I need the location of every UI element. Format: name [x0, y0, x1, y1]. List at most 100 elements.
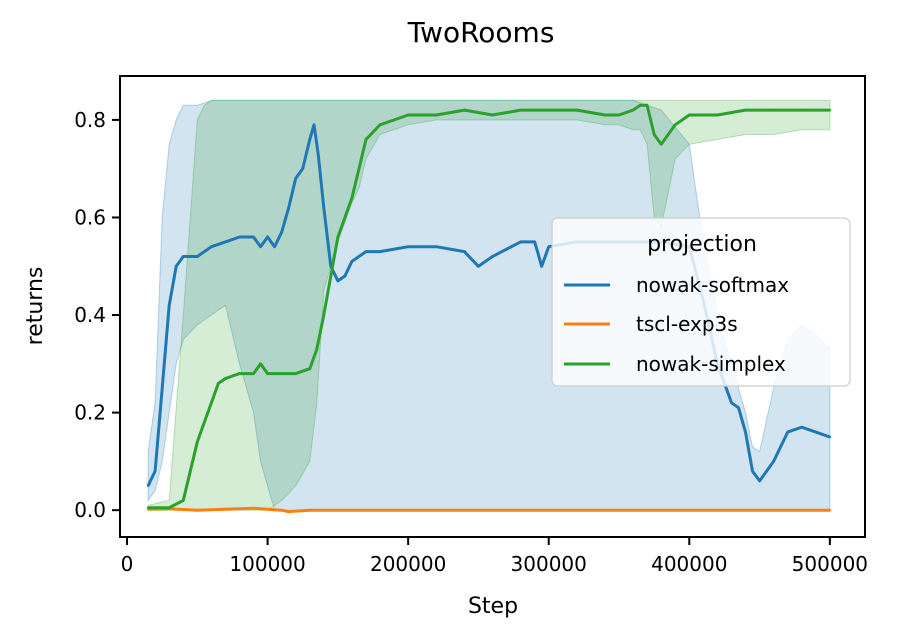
point-nowak-softmax: [814, 430, 817, 434]
point-nowak-softmax: [146, 484, 150, 487]
point-nowak-simplex: [329, 274, 332, 278]
point-nowak-softmax: [336, 279, 340, 283]
point-nowak-simplex: [645, 104, 649, 107]
band-nowak-simplex: [147, 99, 831, 511]
point-tscl-exp3s: [407, 509, 410, 512]
point-nowak-simplex: [575, 108, 578, 112]
y-axis-label: returns: [23, 267, 48, 346]
legend-label-nowak-softmax: nowak-softmax: [636, 273, 789, 297]
point-nowak-softmax: [435, 245, 438, 248]
legend: projection nowak-softmax tscl-exp3s nowa…: [551, 217, 851, 387]
point-nowak-softmax: [477, 265, 480, 268]
point-nowak-simplex: [631, 108, 635, 112]
point-nowak-simplex: [617, 113, 621, 117]
x-tick-label: 0: [121, 552, 134, 576]
point-nowak-simplex: [435, 113, 438, 117]
point-nowak-simplex: [322, 313, 325, 317]
point-nowak-softmax: [175, 265, 178, 268]
point-nowak-softmax: [547, 245, 550, 248]
point-nowak-softmax: [308, 138, 311, 141]
y-tick-label: 0.2: [74, 401, 106, 425]
point-nowak-simplex: [210, 401, 213, 404]
point-nowak-softmax: [301, 167, 304, 170]
point-tscl-exp3s: [294, 509, 297, 513]
point-nowak-softmax: [182, 255, 185, 258]
point-nowak-softmax: [533, 240, 536, 244]
point-nowak-softmax: [161, 387, 164, 390]
point-tscl-exp3s: [336, 509, 340, 512]
point-nowak-softmax: [224, 240, 227, 244]
x-tick-label: 300000: [511, 552, 587, 576]
point-nowak-softmax: [730, 401, 733, 404]
point-nowak-softmax: [491, 255, 494, 258]
point-tscl-exp3s: [196, 509, 199, 512]
point-nowak-simplex: [238, 372, 241, 375]
point-nowak-simplex: [547, 108, 550, 112]
point-nowak-simplex: [519, 108, 522, 112]
point-nowak-simplex: [252, 372, 255, 375]
point-nowak-simplex: [378, 123, 382, 127]
point-nowak-simplex: [182, 499, 185, 502]
point-nowak-simplex: [463, 108, 466, 112]
point-nowak-simplex: [146, 506, 150, 509]
point-nowak-softmax: [266, 235, 269, 239]
point-nowak-softmax: [322, 206, 325, 209]
point-nowak-softmax: [737, 406, 740, 409]
point-nowak-softmax: [287, 206, 290, 209]
point-nowak-softmax: [312, 123, 316, 127]
point-nowak-softmax: [168, 304, 171, 307]
point-nowak-simplex: [196, 440, 199, 444]
point-nowak-simplex: [217, 382, 220, 385]
point-tscl-exp3s: [224, 508, 227, 511]
point-nowak-softmax: [828, 435, 832, 439]
point-nowak-simplex: [224, 377, 227, 380]
point-nowak-softmax: [343, 274, 347, 278]
axes: 0 100000 200000 300000 400000 500000 0.0 0.2 0.4…: [74, 75, 868, 576]
point-tscl-exp3s: [280, 509, 283, 512]
point-nowak-simplex: [357, 167, 361, 170]
y-tick-label: 0.4: [74, 303, 106, 327]
legend-frame: [551, 217, 851, 387]
plot-area: [146, 99, 832, 514]
point-nowak-softmax: [280, 230, 283, 234]
x-axis-label: Step: [468, 594, 518, 619]
point-nowak-simplex: [491, 113, 494, 117]
point-nowak-softmax: [407, 245, 410, 248]
point-nowak-simplex: [638, 104, 642, 107]
legend-label-tscl-exp3s: tscl-exp3s: [636, 312, 738, 336]
point-nowak-softmax: [519, 240, 522, 244]
line-nowak-softmax: [146, 123, 831, 487]
plot-frame: [119, 75, 866, 538]
point-nowak-softmax: [540, 265, 543, 268]
point-nowak-softmax: [772, 460, 775, 463]
point-nowak-softmax: [744, 430, 747, 434]
point-nowak-simplex: [280, 372, 283, 375]
point-nowak-simplex: [266, 372, 269, 375]
point-nowak-simplex: [828, 108, 832, 112]
point-nowak-simplex: [336, 235, 340, 239]
x-tick-label: 100000: [229, 552, 305, 576]
point-nowak-simplex: [203, 421, 206, 424]
point-nowak-simplex: [800, 108, 803, 112]
point-nowak-simplex: [350, 196, 354, 200]
point-nowak-softmax: [252, 235, 255, 239]
point-nowak-simplex: [259, 362, 262, 365]
point-nowak-simplex: [744, 108, 747, 112]
point-nowak-simplex: [674, 123, 677, 127]
point-tscl-exp3s: [308, 509, 311, 512]
point-nowak-simplex: [772, 108, 775, 112]
point-nowak-simplex: [294, 372, 297, 375]
point-nowak-softmax: [350, 260, 354, 263]
point-nowak-simplex: [716, 113, 719, 117]
point-nowak-softmax: [751, 469, 754, 473]
point-nowak-simplex: [364, 138, 368, 141]
y-tick-label: 0.0: [74, 498, 106, 522]
point-nowak-simplex: [315, 348, 318, 351]
legend-label-nowak-simplex: nowak-simplex: [636, 352, 786, 376]
point-nowak-softmax: [758, 479, 761, 483]
point-nowak-softmax: [364, 250, 368, 253]
point-nowak-simplex: [603, 113, 607, 117]
point-nowak-softmax: [238, 235, 241, 239]
y-tick-label: 0.8: [74, 108, 106, 132]
point-nowak-simplex: [653, 133, 656, 136]
